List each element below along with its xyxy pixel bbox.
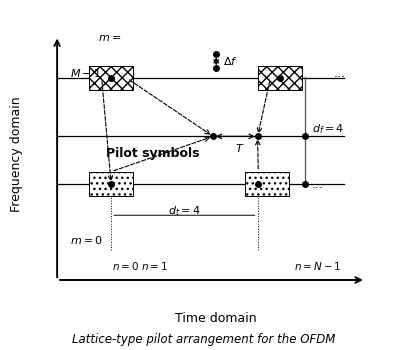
Text: $m=0$: $m=0$ xyxy=(70,234,103,246)
Text: ...: ... xyxy=(334,67,346,80)
Text: $n=0$: $n=0$ xyxy=(112,260,139,272)
Text: ...: ... xyxy=(312,178,324,191)
Text: $T$: $T$ xyxy=(235,142,245,154)
Text: Frequency domain: Frequency domain xyxy=(10,96,23,212)
Text: Time domain: Time domain xyxy=(175,312,257,325)
Text: Pilot symbols: Pilot symbols xyxy=(106,147,200,161)
Text: Lattice-type pilot arrangement for the OFDM: Lattice-type pilot arrangement for the O… xyxy=(72,334,336,346)
Bar xyxy=(245,172,289,196)
Text: $m=$: $m=$ xyxy=(98,33,122,43)
Text: $M-1$: $M-1$ xyxy=(70,67,101,79)
Bar xyxy=(89,66,133,90)
Text: $n=1$: $n=1$ xyxy=(141,260,168,272)
Bar xyxy=(89,172,133,196)
Text: $\Delta f$: $\Delta f$ xyxy=(223,55,237,67)
Bar xyxy=(257,66,302,90)
Text: $d_t=4$: $d_t=4$ xyxy=(168,204,201,218)
Text: $n=N-1$: $n=N-1$ xyxy=(294,260,342,272)
Text: $d_f=4$: $d_f=4$ xyxy=(312,122,344,136)
